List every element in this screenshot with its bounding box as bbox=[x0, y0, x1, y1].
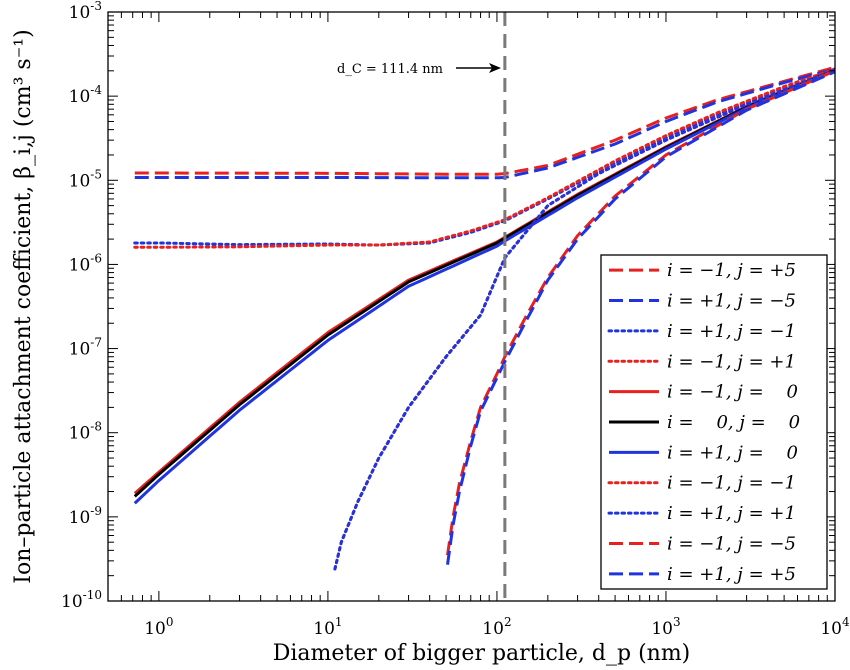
arrow-head bbox=[489, 63, 501, 73]
series-line-8 bbox=[333, 68, 835, 571]
y-tick-label-4: 10-6 bbox=[69, 251, 102, 275]
series-line-3 bbox=[133, 67, 835, 249]
legend-entry-5: i = 0, j = 0 bbox=[667, 412, 800, 433]
y-tick-label-7: 10-3 bbox=[69, 0, 102, 23]
series-line-1 bbox=[134, 67, 835, 180]
legend-entry-3: i = −1, j = +1 bbox=[667, 351, 796, 372]
legend-entry-6: i = +1, j = 0 bbox=[667, 442, 798, 463]
y-tick-label-2: 10-8 bbox=[69, 420, 102, 444]
series-line-10 bbox=[446, 70, 835, 565]
series-layer bbox=[133, 65, 835, 571]
legend-entry-2: i = +1, j = −1 bbox=[667, 321, 796, 342]
legend-entry-8: i = +1, j = +1 bbox=[667, 503, 796, 524]
legend-entry-4: i = −1, j = 0 bbox=[667, 382, 798, 403]
series-line-2 bbox=[133, 69, 835, 247]
x-axis-label: Diameter of bigger particle, d_p (nm) bbox=[273, 641, 691, 666]
y-tick-label-6: 10-4 bbox=[69, 83, 103, 107]
axes-layer: 100 101 102 103 104 10-10 10-9 10-8 10-7 10-6 10-5… bbox=[61, 0, 850, 639]
y-axis-label: Ion–particle attachment coefficient, β_i… bbox=[11, 29, 36, 583]
legend-entry-0: i = −1, j = +5 bbox=[667, 260, 796, 281]
x-tick-label-4: 104 bbox=[820, 615, 850, 639]
plot-frame bbox=[107, 11, 836, 602]
x-tick-label-3: 103 bbox=[651, 615, 680, 639]
legend-entry-9: i = −1, j = −5 bbox=[667, 533, 796, 554]
annotation-layer: d_C = 111.4 nm bbox=[337, 12, 507, 601]
series-line-6 bbox=[133, 69, 835, 505]
series-line-0 bbox=[134, 65, 835, 176]
legend: i = −1, j = +5 i = +1, j = −5 i = +1, j = … bbox=[600, 254, 828, 590]
legend-entry-1: i = +1, j = −5 bbox=[667, 291, 796, 312]
axis-labels: Diameter of bigger particle, d_p (nm) Ion… bbox=[11, 29, 690, 666]
x-tick-label-1: 101 bbox=[313, 615, 342, 639]
y-tick-label-3: 10-7 bbox=[69, 336, 102, 360]
series-line-9 bbox=[446, 69, 835, 556]
x-tick-label-0: 100 bbox=[144, 615, 173, 639]
x-tick-label-2: 102 bbox=[482, 615, 511, 639]
y-tick-label-1: 10-9 bbox=[69, 504, 102, 528]
legend-entry-10: i = +1, j = +5 bbox=[667, 564, 796, 585]
annotation-label: d_C = 111.4 nm bbox=[337, 62, 443, 77]
y-tick-label-5: 10-5 bbox=[69, 167, 102, 191]
y-tick-label-0: 10-10 bbox=[61, 588, 102, 612]
legend-entry-7: i = −1, j = −1 bbox=[667, 473, 796, 494]
